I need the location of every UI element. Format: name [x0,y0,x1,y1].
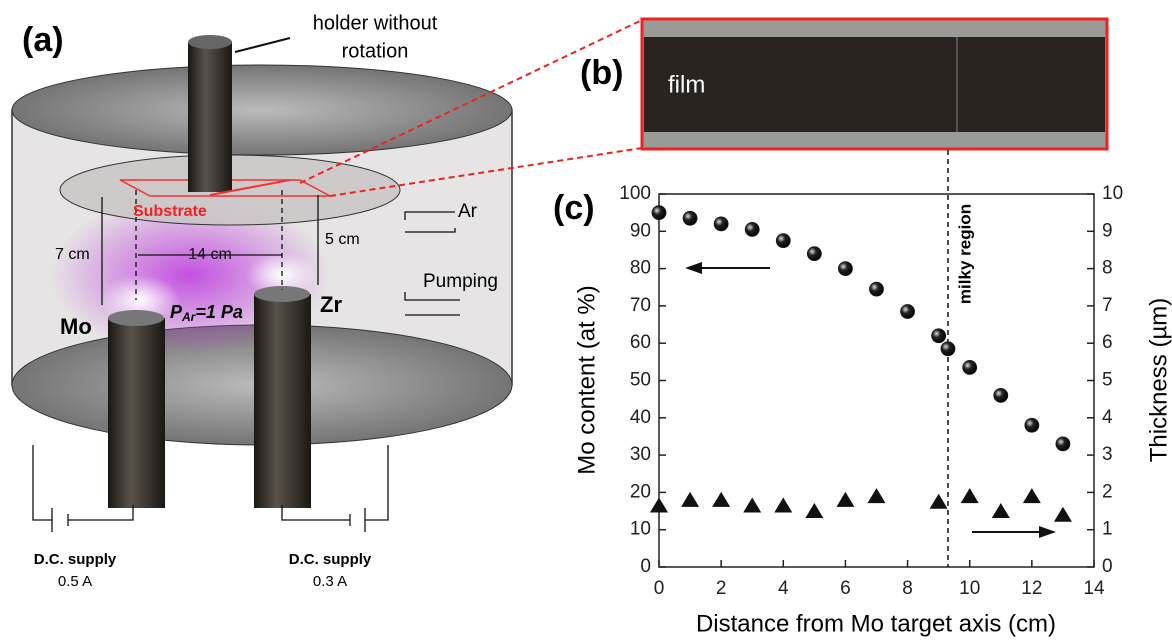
y-tick-label: 80 [630,258,651,279]
holder-label: holder without [313,12,438,34]
pressure-symbol: P [170,302,183,322]
y-tick-label: 100 [619,183,651,204]
panel-label: (a) [22,21,64,59]
pressure-subscript: Ar [181,310,197,324]
x-tick-label: 2 [716,578,727,599]
y2-tick-label: 2 [1102,481,1113,502]
direction-arrows [685,262,1056,538]
distance-label: 7 cm [55,246,90,263]
x-tick-label: 12 [1021,578,1042,599]
x-tick-label: 8 [902,578,913,599]
y2-tick-label: 3 [1102,444,1113,465]
triangle-point [774,497,793,513]
triangle-point [681,491,700,507]
x-tick-label: 14 [1083,578,1105,599]
y2-tick-label: 10 [1102,183,1123,204]
y2-axis-title: Thickness (µm) [1145,298,1172,463]
y-tick-label: 30 [630,444,651,465]
triangle-point [991,503,1010,519]
y-tick-label: 20 [630,481,651,502]
triangle-point [1022,488,1041,504]
substrate-label: Substrate [133,203,207,220]
film-label: film [668,71,705,98]
pressure-value: =1 Pa [195,302,243,322]
circle-point [744,222,760,237]
circle-point [1055,436,1071,452]
chamber-diagram: (a) holder without rotation Substrate 7 … [11,12,513,590]
annotation: milky region [955,204,974,304]
y2-tick-label: 0 [1102,556,1113,577]
triangle-point [867,488,886,504]
supply-current: 0.5 A [58,573,92,590]
triangle-point [743,497,762,513]
y-tick-label: 70 [630,295,651,316]
circle-point [869,281,884,297]
circle-point [962,360,978,375]
y2-tick-label: 9 [1102,220,1113,241]
circle-point [682,210,698,226]
circle-point [1024,417,1040,433]
x-tick-label: 0 [654,578,665,599]
y-tick-label: 0 [640,556,651,577]
circle-point [838,261,853,277]
circle-point [993,388,1009,403]
distance-label: 5 cm [325,231,360,248]
panel-label: (c) [553,189,595,227]
y-axis-title: Mo content (at %) [573,285,600,474]
triangle-point [929,493,948,509]
circle-point [775,233,791,249]
y2-tick-label: 6 [1102,332,1113,353]
circle-point [900,304,915,319]
pressure-label: PAr=1 Pa [170,302,243,324]
x-tick-label: 4 [778,578,789,599]
triangle-point [960,488,979,504]
gas-label: Pumping [423,271,498,292]
y-tick-label: 60 [630,332,651,353]
supply-label: D.C. supply [34,551,117,568]
plot-frame [658,193,1095,568]
y2-tick-label: 7 [1102,295,1113,316]
y2-tick-label: 5 [1102,370,1113,391]
panel-label: (b) [580,54,623,92]
circle-point [940,341,956,357]
target-label: Zr [320,292,342,317]
distance-label: 14 cm [188,246,232,263]
y-tick-label: 50 [630,370,651,391]
triangle-point [805,503,824,519]
supply-current: 0.3 A [313,573,347,590]
supply-label: D.C. supply [289,551,372,568]
film-photo: (b) film [299,17,1109,197]
x-tick-label: 10 [959,578,980,599]
y2-tick-label: 4 [1102,407,1113,428]
y-tick-label: 90 [630,220,651,241]
circle-point [713,216,729,232]
y-tick-label: 10 [630,519,651,540]
gas-label: Ar [458,201,478,222]
circle-point [651,205,667,221]
chart: (c) Distance from Mo target axis (cm) Mo… [553,150,1172,637]
target-label: Mo [60,314,92,339]
triangle-point [650,497,668,513]
triangle-point [1053,506,1072,522]
triangle-point [712,491,731,507]
triangle-point [836,491,855,507]
holder-label: rotation [342,40,409,62]
y2-tick-label: 1 [1102,519,1113,540]
y-tick-label: 40 [630,407,651,428]
circle-point [931,328,947,344]
circle-point [806,246,822,262]
x-axis-title: Distance from Mo target axis (cm) [696,610,1056,637]
x-tick-label: 6 [840,578,851,599]
y2-tick-label: 8 [1102,258,1113,279]
